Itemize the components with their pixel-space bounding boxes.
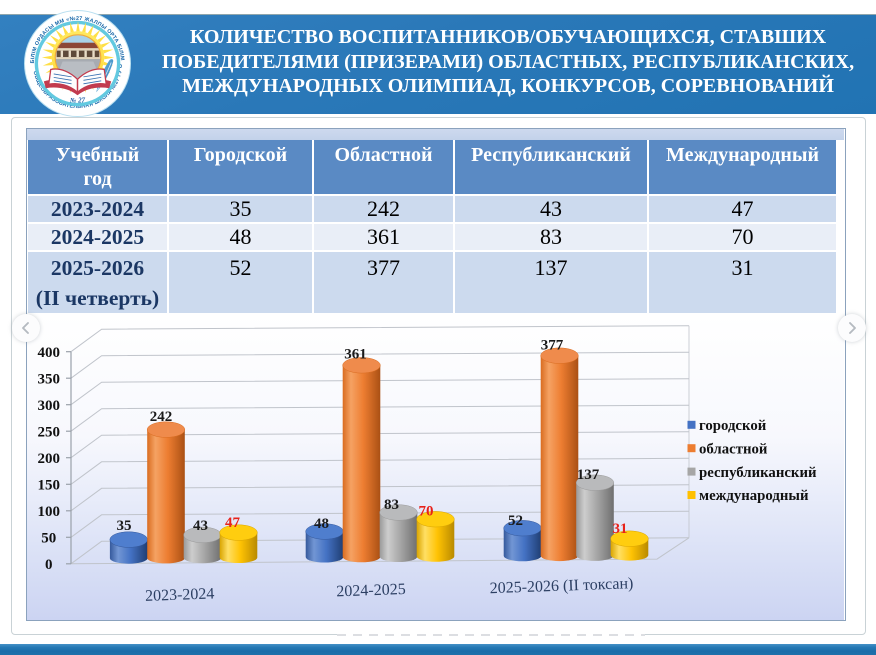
svg-text:100: 100 <box>37 504 60 520</box>
svg-text:83: 83 <box>384 497 399 513</box>
svg-text:0: 0 <box>45 557 53 573</box>
svg-text:377: 377 <box>541 338 564 354</box>
svg-text:международный: международный <box>699 488 809 504</box>
svg-text:2024-2025: 2024-2025 <box>336 581 406 600</box>
svg-text:47: 47 <box>225 515 241 531</box>
svg-text:350: 350 <box>37 371 60 387</box>
svg-text:70: 70 <box>419 504 434 520</box>
svg-text:200: 200 <box>37 451 60 467</box>
svg-text:48: 48 <box>314 516 329 532</box>
svg-text:2023-2024: 2023-2024 <box>145 585 215 604</box>
svg-text:300: 300 <box>37 398 60 414</box>
svg-text:150: 150 <box>37 478 60 494</box>
svg-text:№ 27: № 27 <box>69 98 86 105</box>
svg-text:республиканский: республиканский <box>699 465 817 481</box>
svg-text:35: 35 <box>117 518 132 534</box>
svg-text:2025-2026 (II токсан): 2025-2026 (II токсан) <box>489 575 633 597</box>
svg-text:43: 43 <box>193 518 208 534</box>
svg-text:250: 250 <box>37 424 60 440</box>
svg-text:52: 52 <box>508 513 523 529</box>
svg-text:361: 361 <box>344 347 367 363</box>
svg-text:31: 31 <box>613 521 628 537</box>
svg-text:областной: областной <box>699 441 768 457</box>
svg-text:137: 137 <box>577 467 600 483</box>
svg-text:242: 242 <box>150 409 173 425</box>
svg-text:400: 400 <box>37 345 60 361</box>
svg-text:городской: городской <box>699 418 767 434</box>
svg-text:50: 50 <box>41 531 56 547</box>
